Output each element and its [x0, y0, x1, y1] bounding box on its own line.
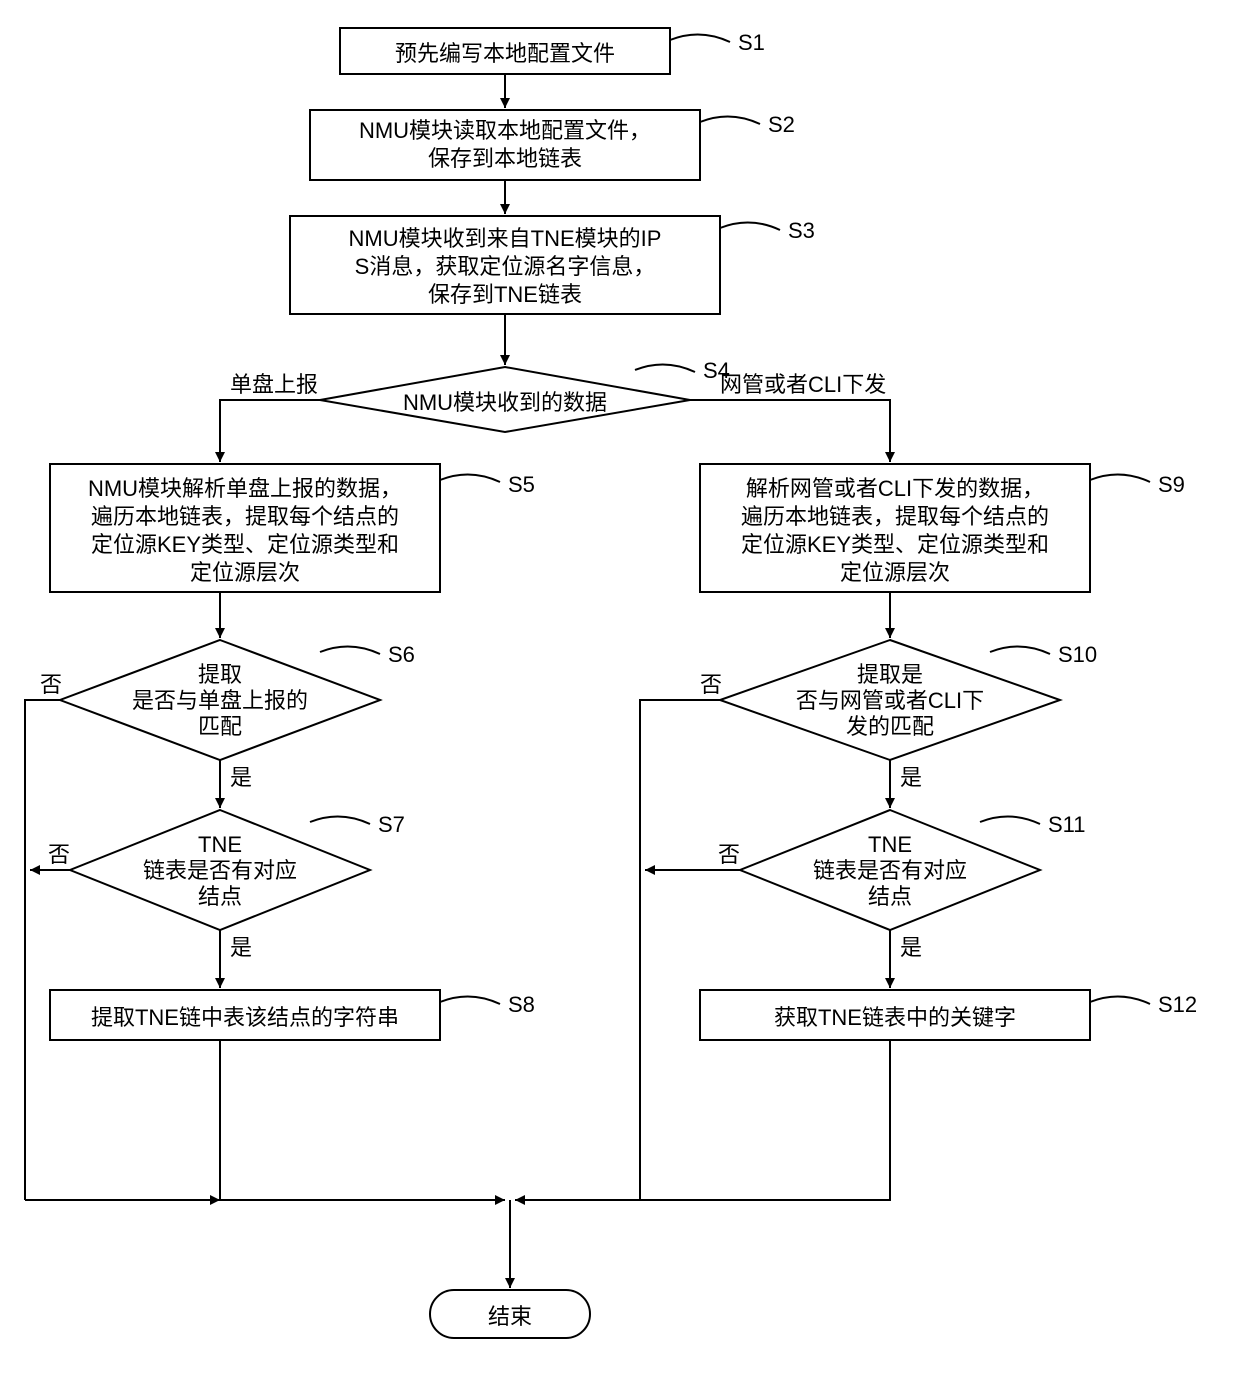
- edge-label-s4-right: 网管或者CLI下发: [720, 372, 886, 397]
- edge-s8-merge: [220, 1040, 505, 1200]
- node-s5-text-1: NMU模块解析单盘上报的数据，: [88, 476, 402, 501]
- node-s10-text-3: 发的匹配: [846, 714, 934, 739]
- node-s2: NMU模块读取本地配置文件， 保存到本地链表 S2: [310, 110, 795, 180]
- s10-yes-label: 是: [900, 765, 922, 790]
- edge-s6-no: [25, 700, 60, 1200]
- node-s1: 预先编写本地配置文件 S1: [340, 28, 765, 74]
- edge-s4-s5: [220, 400, 320, 462]
- node-s4-text: NMU模块收到的数据: [403, 390, 607, 415]
- node-s7: TNE 链表是否有对应 结点 S7: [70, 810, 405, 930]
- node-s11: TNE 链表是否有对应 结点 S11: [740, 810, 1086, 930]
- node-s7-text-2: 链表是否有对应: [143, 858, 297, 883]
- node-s2-text-1: NMU模块读取本地配置文件，: [359, 118, 651, 143]
- node-s3-text-1: NMU模块收到来自TNE模块的IP: [349, 226, 662, 251]
- s6-yes-label: 是: [230, 765, 252, 790]
- node-s3-text-3: 保存到TNE链表: [428, 282, 582, 307]
- node-s12-text: 获取TNE链表中的关键字: [774, 1005, 1016, 1030]
- node-s1-text: 预先编写本地配置文件: [395, 41, 615, 66]
- step-label-s5: S5: [508, 472, 535, 497]
- node-s3: NMU模块收到来自TNE模块的IP S消息，获取定位源名字信息， 保存到TNE链…: [290, 216, 815, 314]
- s7-no-label: 否: [48, 842, 70, 867]
- step-label-s9: S9: [1158, 472, 1185, 497]
- step-label-s3: S3: [788, 218, 815, 243]
- node-s10-text-2: 否与网管或者CLI下: [796, 688, 984, 713]
- node-s8-text: 提取TNE链中表该结点的字符串: [91, 1005, 399, 1030]
- node-s5-text-4: 定位源层次: [190, 560, 300, 585]
- s11-yes-label: 是: [900, 935, 922, 960]
- step-label-s2: S2: [768, 112, 795, 137]
- s7-yes-label: 是: [230, 935, 252, 960]
- step-label-s6: S6: [388, 642, 415, 667]
- node-s2-text-2: 保存到本地链表: [428, 146, 582, 171]
- step-label-s8: S8: [508, 992, 535, 1017]
- node-s9-text-3: 定位源KEY类型、定位源类型和: [741, 532, 1049, 557]
- node-s4: NMU模块收到的数据 S4: [320, 358, 730, 432]
- node-s10-text-1: 提取是: [857, 662, 923, 687]
- node-s6-text-2: 是否与单盘上报的: [132, 688, 308, 713]
- node-s11-text-1: TNE: [868, 832, 912, 857]
- node-s11-text-3: 结点: [868, 884, 912, 909]
- node-s9: 解析网管或者CLI下发的数据， 遍历本地链表，提取每个结点的 定位源KEY类型、…: [700, 464, 1185, 592]
- node-s6-text-3: 匹配: [198, 714, 242, 739]
- node-s9-text-4: 定位源层次: [840, 560, 950, 585]
- node-s7-text-3: 结点: [198, 884, 242, 909]
- node-s5-text-3: 定位源KEY类型、定位源类型和: [91, 532, 399, 557]
- node-end-text: 结束: [488, 1304, 532, 1329]
- step-label-s7: S7: [378, 812, 405, 837]
- node-s6: 提取 是否与单盘上报的 匹配 S6: [60, 640, 415, 760]
- s6-no-label: 否: [40, 672, 62, 697]
- s11-no-label: 否: [718, 842, 740, 867]
- node-s9-text-2: 遍历本地链表，提取每个结点的: [741, 504, 1049, 529]
- s10-no-label: 否: [700, 672, 722, 697]
- node-s7-text-1: TNE: [198, 832, 242, 857]
- node-s9-text-1: 解析网管或者CLI下发的数据，: [746, 476, 1044, 501]
- edge-s10-no: [640, 700, 720, 1200]
- edge-s4-s9: [690, 400, 890, 462]
- node-end: 结束: [430, 1290, 590, 1338]
- step-label-s10: S10: [1058, 642, 1097, 667]
- node-s11-text-2: 链表是否有对应: [813, 858, 967, 883]
- step-label-s11: S11: [1048, 812, 1086, 837]
- flowchart-canvas: 预先编写本地配置文件 S1 NMU模块读取本地配置文件， 保存到本地链表 S2 …: [0, 0, 1240, 1386]
- node-s3-text-2: S消息，获取定位源名字信息，: [355, 254, 656, 279]
- step-label-s12: S12: [1158, 992, 1197, 1017]
- edge-s12-merge: [515, 1040, 890, 1200]
- node-s8: 提取TNE链中表该结点的字符串 S8: [50, 990, 535, 1040]
- node-s12: 获取TNE链表中的关键字 S12: [700, 990, 1197, 1040]
- edge-label-s4-left: 单盘上报: [230, 372, 318, 397]
- node-s10: 提取是 否与网管或者CLI下 发的匹配 S10: [720, 640, 1097, 760]
- node-s5-text-2: 遍历本地链表，提取每个结点的: [91, 504, 399, 529]
- node-s6-text-1: 提取: [198, 662, 242, 687]
- node-s5: NMU模块解析单盘上报的数据， 遍历本地链表，提取每个结点的 定位源KEY类型、…: [50, 464, 535, 592]
- step-label-s1: S1: [738, 30, 765, 55]
